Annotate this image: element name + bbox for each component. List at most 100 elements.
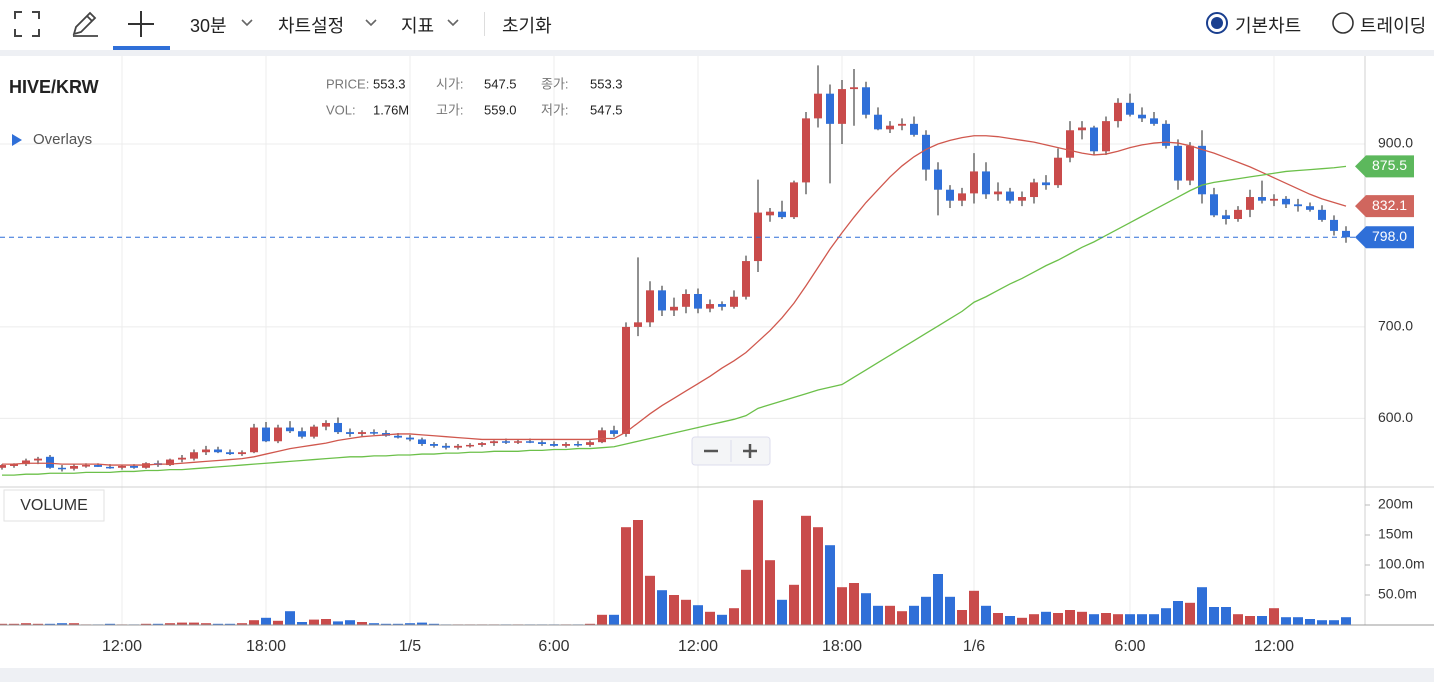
candle-body <box>1330 219 1338 231</box>
y-tick-label: 600.0 <box>1378 409 1413 425</box>
volume-bar <box>1281 617 1291 625</box>
volume-bar <box>945 596 955 625</box>
volume-bar <box>993 613 1003 625</box>
indicators-menu[interactable]: 지표 <box>401 16 435 36</box>
chevron <box>241 19 253 27</box>
volume-bar <box>921 596 931 625</box>
overlays-arrow[interactable] <box>12 134 22 146</box>
volume-bar <box>633 520 643 625</box>
candle-body <box>1198 145 1206 195</box>
volume-bar <box>693 605 703 625</box>
candle-body <box>838 89 846 124</box>
volume-tick-label: 200m <box>1378 496 1413 512</box>
candle-body <box>994 191 1002 195</box>
candle-body <box>346 432 354 434</box>
volume-bar <box>105 623 115 625</box>
candle-body <box>610 430 618 434</box>
volume-bar <box>249 620 259 625</box>
volume-bar <box>909 605 919 625</box>
candle-body <box>814 93 822 119</box>
chart-mode-option[interactable]: 트레이딩 <box>1360 16 1427 36</box>
candle-body <box>910 123 918 135</box>
radio-unselected[interactable] <box>1331 11 1355 35</box>
volume-bar <box>1305 619 1315 625</box>
candle-body <box>694 293 702 309</box>
info-value: 547.5 <box>590 102 623 117</box>
x-tick-label: 6:00 <box>538 638 569 655</box>
candle-body <box>802 118 810 183</box>
overlays-toggle[interactable]: Overlays <box>33 131 92 148</box>
volume-bar <box>825 545 835 625</box>
volume-bar <box>1077 611 1087 625</box>
x-tick-label: 18:00 <box>822 638 862 655</box>
candle-body <box>1282 198 1290 205</box>
candle-body <box>1114 102 1122 122</box>
moving-average-line <box>2 135 1347 466</box>
volume-bar <box>261 617 271 625</box>
candle-body <box>1018 197 1026 201</box>
volume-bar <box>297 622 307 625</box>
volume-bar <box>1173 601 1183 625</box>
fullscreen-icon[interactable] <box>14 11 40 37</box>
candle-body <box>1294 204 1302 207</box>
y-tick-label: 700.0 <box>1378 318 1413 334</box>
crosshair-icon[interactable] <box>126 9 156 39</box>
candle-body <box>766 211 774 216</box>
candle-body <box>190 452 198 459</box>
volume-title: VOLUME <box>20 497 88 514</box>
toolbar-divider <box>0 50 1434 56</box>
volume-bar <box>1233 614 1243 625</box>
candle-body <box>742 261 750 297</box>
price-tag <box>1355 195 1414 218</box>
volume-bar <box>1125 614 1135 625</box>
volume-bar <box>705 611 715 625</box>
volume-bar <box>1161 608 1171 625</box>
volume-bar <box>225 623 235 625</box>
x-tick-label: 12:00 <box>102 638 142 655</box>
volume-bar <box>1017 617 1027 625</box>
zoom-controls <box>691 436 771 466</box>
volume-bar <box>717 614 727 625</box>
info-value: 547.5 <box>484 76 517 91</box>
candle-body <box>958 193 966 201</box>
candle-body <box>166 459 174 466</box>
candle-body <box>574 444 582 446</box>
candle-body <box>334 422 342 433</box>
candle-body <box>562 444 570 446</box>
radio-selected[interactable] <box>1205 11 1229 35</box>
volume-bar <box>429 623 439 625</box>
volume-tick-label: 150m <box>1378 526 1413 542</box>
volume-bar <box>333 621 343 625</box>
y-tick-label: 900.0 <box>1378 135 1413 151</box>
reset-button[interactable]: 초기화 <box>502 16 552 36</box>
interval-menu[interactable]: 30분 <box>190 16 227 36</box>
chart-mode-option[interactable]: 기본차트 <box>1235 16 1302 36</box>
volume-bar <box>177 622 187 625</box>
candle-body <box>22 460 30 465</box>
volume-bar <box>609 614 619 625</box>
candle-body <box>238 452 246 455</box>
candle-body <box>1246 197 1254 210</box>
candle-body <box>46 456 54 468</box>
candle-body <box>982 171 990 195</box>
info-label: 저가: <box>541 102 569 117</box>
volume-bar <box>837 587 847 625</box>
candle-body <box>94 465 102 467</box>
candle-body <box>0 465 6 468</box>
settings-menu[interactable]: 차트설정 <box>278 16 345 36</box>
candle-body <box>598 430 606 443</box>
candle-body <box>790 182 798 218</box>
volume-bar <box>141 623 151 625</box>
volume-bar <box>1221 607 1231 625</box>
symbol: HIVE/KRW <box>9 77 99 97</box>
candle-body <box>202 449 210 453</box>
x-tick-label: 12:00 <box>1254 638 1294 655</box>
candle-body <box>466 444 474 447</box>
moving-average-line <box>2 165 1347 476</box>
volume-bar <box>981 605 991 625</box>
volume-bar <box>357 622 367 625</box>
candle-body <box>634 322 642 327</box>
draw-icon[interactable] <box>70 9 100 39</box>
candle-body <box>298 431 306 437</box>
